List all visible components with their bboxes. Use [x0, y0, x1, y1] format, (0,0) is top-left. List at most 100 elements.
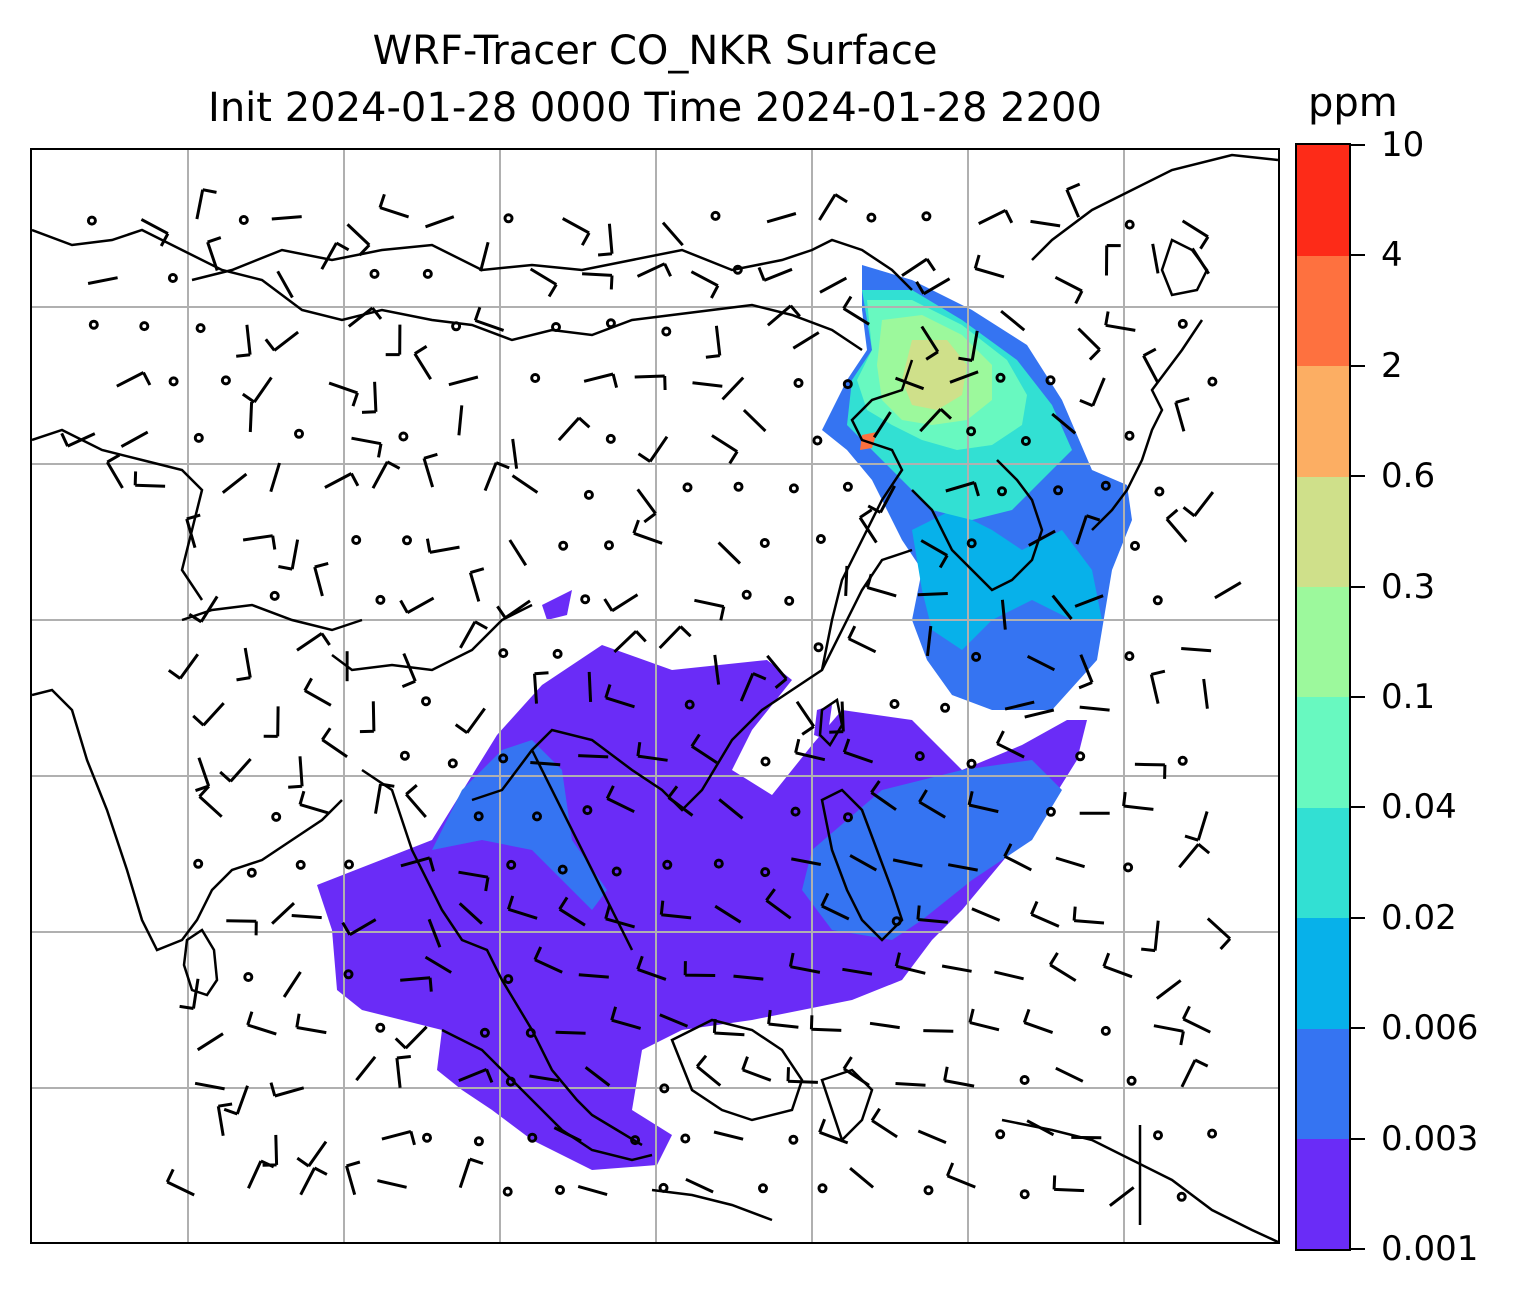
wind-barb — [413, 345, 432, 380]
wind-barb — [712, 1018, 745, 1037]
wind-barb — [1078, 654, 1094, 690]
wind-barb — [242, 534, 277, 550]
wind-barb — [1004, 700, 1035, 711]
wind-barb — [1072, 906, 1105, 925]
wind-barb — [1055, 1066, 1084, 1083]
calm-wind-marker — [447, 758, 458, 769]
calm-wind-marker — [552, 648, 563, 659]
wind-barb — [448, 375, 479, 387]
calm-wind-marker — [498, 753, 509, 764]
wind-barb — [296, 1140, 328, 1168]
wind-barb — [313, 561, 329, 597]
calm-wind-marker — [914, 751, 925, 762]
calm-wind-marker — [940, 702, 951, 713]
colorbar-tick-label: 0.02 — [1381, 897, 1457, 938]
calm-wind-marker — [271, 811, 282, 822]
wind-barb — [303, 677, 332, 707]
wind-barb — [943, 1066, 975, 1088]
wind-barb — [636, 488, 657, 524]
wind-barb — [1105, 244, 1121, 276]
wind-barb — [603, 593, 639, 613]
wind-barb — [529, 1074, 560, 1083]
colorbar-segment — [1297, 1138, 1349, 1250]
calm-wind-marker — [243, 972, 254, 982]
wind-barb — [320, 241, 350, 270]
wind-barb — [1151, 243, 1160, 274]
wind-barb — [958, 330, 979, 362]
wind-barb — [236, 647, 252, 682]
calm-wind-marker — [759, 538, 770, 548]
field-level-1c — [814, 705, 832, 740]
wind-barb — [219, 758, 252, 783]
calm-wind-marker — [473, 811, 484, 822]
wind-barb — [713, 1130, 744, 1141]
colorbar-tick — [1351, 806, 1365, 809]
calm-wind-marker — [684, 699, 695, 710]
wind-barb — [583, 372, 619, 388]
field-level-1b — [542, 590, 572, 620]
wind-barb — [597, 223, 614, 257]
calm-wind-marker — [583, 489, 594, 500]
wind-barb — [188, 595, 219, 624]
wind-barb — [216, 1102, 233, 1137]
wind-barbs — [60, 182, 1242, 1207]
coastline-philippines — [820, 788, 904, 942]
wind-barb — [269, 462, 281, 493]
colorbar-tick-label: 0.001 — [1381, 1229, 1479, 1269]
wind-barb — [582, 272, 614, 290]
wind-barb — [324, 472, 360, 489]
wind-barb — [1000, 599, 1007, 630]
calm-wind-marker — [1154, 486, 1165, 497]
calm-wind-marker — [527, 1132, 538, 1143]
wind-barb — [1181, 647, 1212, 653]
wind-barb — [405, 784, 427, 818]
wind-barb — [894, 952, 926, 975]
calm-wind-marker — [842, 481, 853, 492]
wind-barb — [395, 1055, 411, 1088]
coastline-taiwan — [818, 697, 844, 748]
field-level-2b — [802, 760, 1062, 940]
calm-wind-marker — [351, 535, 362, 545]
wind-barb — [458, 902, 483, 925]
wind-barb — [226, 919, 258, 936]
colorbar-tick — [1351, 364, 1365, 367]
calm-wind-marker — [88, 319, 99, 330]
wind-barb — [917, 592, 948, 597]
calm-wind-marker — [788, 483, 799, 494]
wind-barb — [394, 1025, 428, 1050]
wind-barb — [165, 1168, 195, 1197]
wind-barb — [167, 653, 200, 680]
wind-barb — [604, 684, 635, 709]
wind-barb — [298, 790, 330, 815]
calm-wind-marker — [1019, 1075, 1030, 1085]
wind-barb — [968, 1008, 1000, 1032]
wind-barb — [613, 630, 647, 653]
wind-barb — [695, 1054, 722, 1087]
wind-barb — [291, 914, 322, 920]
wind-barb — [511, 474, 539, 494]
wind-barb — [185, 513, 201, 549]
wind-barb — [60, 432, 96, 448]
wind-barb — [116, 371, 152, 388]
wind-barb — [196, 1032, 224, 1052]
wind-barb — [424, 955, 452, 974]
wind-barb — [865, 573, 897, 598]
colorbar-tick-label: 2 — [1381, 345, 1403, 386]
wind-barb — [739, 672, 767, 702]
wind-barb — [1003, 843, 1032, 872]
wind-barb — [271, 902, 296, 925]
wind-barb — [842, 967, 873, 976]
wind-barb — [870, 1107, 898, 1139]
wind-barb — [425, 538, 460, 554]
calm-wind-marker — [680, 1133, 691, 1144]
wind-barb — [766, 212, 797, 224]
wind-barb — [1181, 1005, 1211, 1034]
wind-barb — [508, 539, 528, 567]
wind-barb — [636, 262, 672, 278]
wind-barb — [479, 241, 490, 272]
wind-barb — [401, 653, 417, 688]
wind-barb — [458, 870, 490, 892]
coastline-korea — [911, 459, 1044, 592]
calm-wind-marker — [891, 916, 902, 927]
colorbar-tick — [1351, 475, 1365, 478]
